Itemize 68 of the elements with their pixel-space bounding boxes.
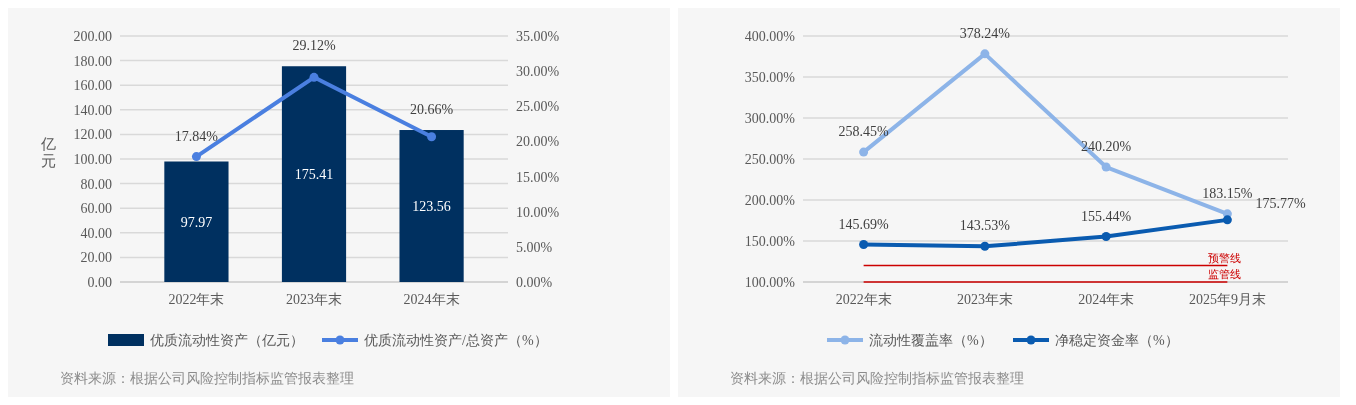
x-tick-label: 2024年末 — [1078, 292, 1135, 307]
point — [1101, 162, 1111, 172]
point — [1222, 215, 1232, 225]
y-tick-label: 300.00% — [744, 111, 796, 126]
data-label: 378.24% — [959, 25, 1011, 41]
y-tick-label: 140.00 — [73, 102, 112, 118]
text: 资料来源：根据公司风险控制指标监管报表整理 — [60, 371, 354, 386]
point — [1101, 232, 1111, 242]
y-tick-label: 100.00 — [73, 152, 112, 167]
y-tick-label: 150.00% — [744, 234, 796, 249]
data-label: 20.66% — [409, 102, 454, 118]
bar — [281, 66, 347, 282]
y-tick-label: 80.00 — [80, 176, 112, 192]
y-tick-label: 350.00% — [744, 70, 796, 85]
point — [191, 152, 201, 162]
y-tick-label: 180.00 — [73, 53, 112, 69]
y2-tick-label: 30.00% — [516, 64, 560, 80]
bar — [399, 130, 464, 282]
bar — [164, 161, 229, 282]
y-tick-label: 250.00% — [744, 152, 796, 167]
y-tick-label: 40.00 — [80, 225, 112, 241]
y-tick-label: 0.00 — [87, 275, 112, 290]
x-tick-label: 2023年末 — [956, 292, 1013, 307]
data-label: 145.69% — [838, 216, 890, 232]
y2-tick-label: 0.00% — [516, 275, 553, 290]
point — [859, 147, 869, 157]
legend-label: 优质流动性资产（亿元） — [150, 333, 304, 348]
y2-tick-label: 20.00% — [516, 134, 560, 150]
y-axis-title: 亿元 — [39, 136, 56, 169]
y-tick-label: 160.00 — [73, 78, 112, 94]
x-tick-label: 2024年末 — [403, 292, 460, 307]
y-tick-label: 20.00 — [80, 250, 112, 266]
data-label: 123.56 — [412, 199, 451, 215]
data-label: 155.44% — [1081, 208, 1132, 224]
y2-tick-label: 15.00% — [516, 169, 560, 185]
x-tick-label: 2022年末 — [835, 292, 892, 307]
ref-line-label: 预警线 — [1208, 251, 1242, 264]
x-tick-label: 2022年末 — [168, 292, 225, 307]
point — [859, 240, 869, 250]
x-tick-label: 2023年末 — [286, 292, 342, 307]
data-label: 143.53% — [959, 218, 1011, 234]
data-label: 17.84% — [174, 128, 219, 144]
text: 资料来源：根据公司风险控制指标监管报表整理 — [730, 371, 1024, 386]
ref-line-label: 监管线 — [1208, 268, 1242, 280]
y2-tick-label: 10.00% — [516, 204, 560, 220]
y-tick-label: 400.00% — [744, 29, 796, 44]
y-tick-label: 200.00 — [73, 29, 112, 44]
data-label: 29.12% — [292, 38, 336, 54]
legend-label: 净稳定资金率（%） — [1055, 333, 1179, 348]
point — [309, 72, 319, 82]
y-tick-label: 120.00 — [73, 127, 112, 143]
y2-tick-label: 25.00% — [516, 99, 560, 115]
point — [980, 49, 990, 59]
point — [427, 132, 437, 142]
y-tick-label: 200.00% — [744, 193, 796, 208]
data-label: 175.41 — [294, 167, 334, 183]
data-label: 183.15% — [1202, 185, 1253, 201]
point — [980, 241, 990, 251]
y-tick-label: 100.00% — [744, 275, 796, 290]
y2-tick-label: 5.00% — [516, 239, 553, 255]
legend-label: 流动性覆盖率（%） — [869, 333, 993, 348]
legend-label: 优质流动性资产/总资产（%） — [364, 333, 548, 348]
y2-tick-label: 35.00% — [516, 29, 560, 44]
data-label: 258.45% — [838, 124, 890, 140]
x-tick-label: 2025年9月末 — [1188, 292, 1266, 307]
y-tick-label: 60.00 — [80, 201, 112, 217]
data-label: 175.77% — [1255, 195, 1306, 211]
data-label: 97.97 — [180, 214, 213, 230]
